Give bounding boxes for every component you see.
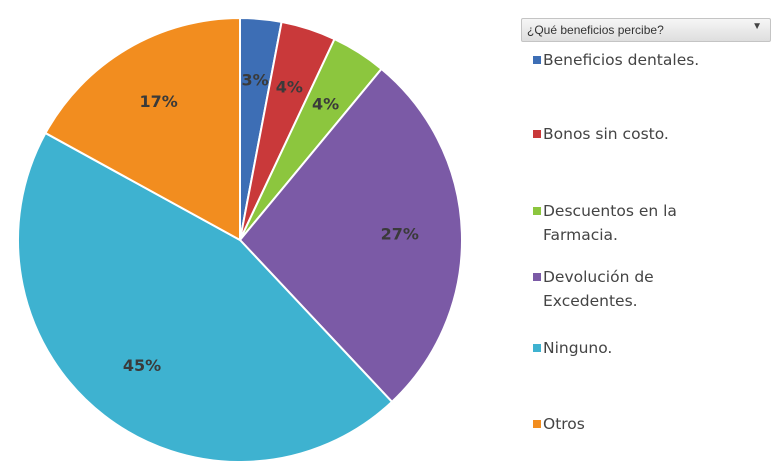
legend-item: Descuentos en la Farmacia. <box>533 199 677 247</box>
legend-swatch <box>533 207 541 215</box>
pie-slice <box>44 16 241 242</box>
legend-item: Bonos sin costo. <box>533 122 669 146</box>
filter-label: ¿Qué beneficios percibe? <box>527 23 664 37</box>
legend-item: Beneficios dentales. <box>533 48 699 72</box>
pie-chart: 3% 4% 4% 27% 45% 17% <box>17 16 463 461</box>
legend-label: Excedentes. <box>543 292 638 310</box>
legend-label: Devolución de <box>543 268 654 286</box>
legend-item: Otros <box>533 412 585 436</box>
legend-swatch <box>533 344 541 352</box>
legend-swatch <box>533 130 541 138</box>
legend-label: Bonos sin costo. <box>543 125 669 143</box>
data-label: 27% <box>381 224 419 243</box>
legend-label: Beneficios dentales. <box>543 51 700 69</box>
pie-slice <box>238 67 463 404</box>
data-label: 3% <box>241 70 268 89</box>
filter-dropdown[interactable]: ¿Qué beneficios percibe? ▼ <box>521 18 771 42</box>
legend-label: Farmacia. <box>543 226 618 244</box>
data-label: 17% <box>139 92 177 111</box>
legend-swatch <box>533 273 541 281</box>
legend-swatch <box>533 56 541 64</box>
chevron-down-icon[interactable]: ▼ <box>752 21 762 32</box>
legend-item: Devolución de Excedentes. <box>533 265 654 313</box>
legend-label: Ninguno. <box>543 339 613 357</box>
pie-slice <box>17 131 394 461</box>
data-label: 4% <box>312 95 339 114</box>
data-label: 45% <box>123 356 161 375</box>
legend-label: Descuentos en la <box>543 202 677 220</box>
legend-swatch <box>533 420 541 428</box>
legend-item: Ninguno. <box>533 336 612 360</box>
legend-label: Otros <box>543 415 585 433</box>
data-label: 4% <box>276 77 303 96</box>
